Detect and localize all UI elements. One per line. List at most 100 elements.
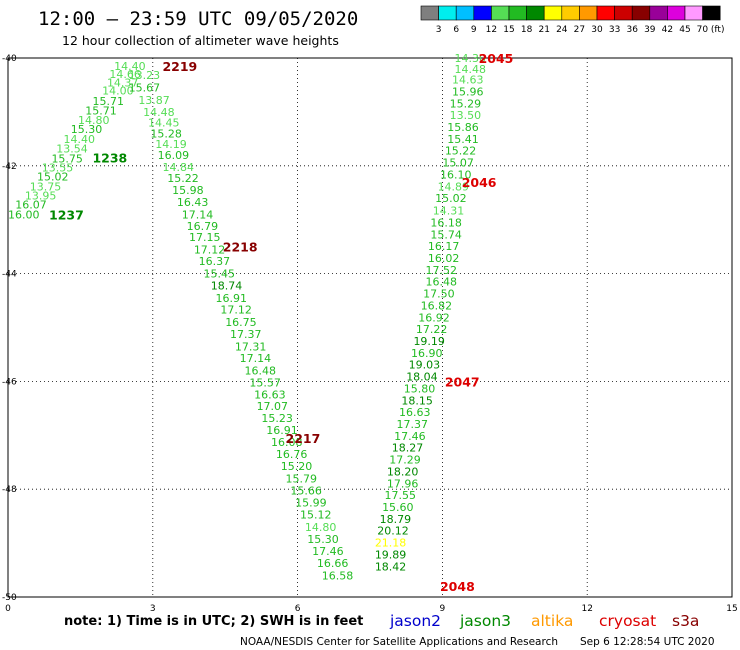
x-tick-label: 6 (295, 604, 301, 614)
colorbar-swatch (614, 5, 633, 21)
wave-height-label: 15.41 (447, 133, 479, 146)
colorbar-swatch (579, 5, 598, 21)
colorbar-swatch (455, 5, 475, 21)
track-time-label: 2217 (286, 431, 321, 446)
wave-height-label: 15.22 (167, 172, 199, 185)
colorbar-swatch (684, 5, 703, 21)
wave-height-label: 15.71 (85, 104, 117, 117)
colorbar-swatch (631, 5, 651, 21)
wave-height-label: 16.91 (216, 292, 248, 305)
x-tick-label: 0 (5, 604, 11, 614)
wave-height-label: 19.89 (375, 548, 407, 561)
wave-height-label: 17.37 (230, 328, 262, 341)
wave-height-label: 15.60 (382, 501, 414, 514)
colorbar-swatch (702, 5, 721, 21)
wave-height-label: 15.12 (300, 509, 332, 522)
chart-title: 12:00 – 23:59 UTC 09/05/2020 (38, 8, 358, 30)
x-tick-label: 12 (581, 604, 592, 614)
colorbar-label: 9 (471, 25, 477, 35)
wave-height-label: 15.20 (281, 460, 313, 473)
wave-height-label: 13.87 (138, 94, 170, 107)
wave-height-label: 15.79 (286, 472, 318, 485)
colorbar-label: 30 (591, 25, 603, 35)
wave-height-label: 20.12 (377, 525, 409, 538)
wave-height-label: 17.07 (257, 400, 289, 413)
x-tick-label: 9 (440, 604, 446, 614)
wave-height-label: 17.37 (397, 418, 429, 431)
colorbar-label: 18 (521, 25, 533, 35)
track-time-label: 2218 (223, 240, 258, 255)
colorbar-label: 15 (503, 25, 514, 35)
colorbar-swatch (596, 5, 615, 21)
colorbar-swatch (438, 5, 457, 21)
wave-height-label: 15.29 (450, 97, 482, 110)
wave-height-label: 15.30 (71, 123, 103, 136)
wave-height-label: 16.63 (254, 388, 286, 401)
wave-height-label: 17.31 (235, 340, 267, 353)
colorbar-label: 3 (436, 25, 442, 35)
wave-height-label: 15.66 (290, 484, 322, 497)
wave-height-label: 16.07 (15, 199, 46, 212)
wave-height-label: 15.23 (261, 412, 293, 425)
wave-height-label: 16.18 (430, 216, 462, 229)
satellite-name: cryosat (599, 612, 656, 630)
wave-height-label: 16.76 (276, 448, 308, 461)
wave-height-label: 19.03 (409, 359, 441, 372)
colorbar-label: 27 (574, 25, 585, 35)
colorbar-swatch (561, 5, 580, 21)
colorbar-label: 36 (626, 25, 638, 35)
wave-height-label: 14.80 (305, 521, 337, 534)
colorbar-label: 24 (556, 25, 568, 35)
colorbar-label: 70 (ft) (697, 25, 725, 35)
wave-height-label: 16.92 (418, 311, 450, 324)
colorbar-label: 21 (538, 25, 549, 35)
wave-height-label: 14.48 (454, 63, 486, 76)
wave-height-label: 13.55 (42, 161, 74, 174)
wave-height-label: 16.02 (428, 252, 460, 265)
wave-height-label: 14.63 (452, 74, 484, 87)
wave-height-label: 15.99 (295, 497, 327, 510)
wave-height-label: 16.58 (322, 569, 354, 582)
wave-height-label: 15.22 (445, 145, 477, 158)
wave-height-label: 15.86 (447, 121, 479, 134)
wave-height-label: 18.27 (392, 442, 424, 455)
wave-height-label: 18.79 (380, 513, 412, 526)
wave-height-label: 16.48 (426, 276, 458, 289)
y-tick-label: -40 (2, 54, 17, 64)
wave-height-label: 17.14 (182, 208, 214, 221)
wave-height-label: 17.96 (387, 477, 419, 490)
colorbar-swatch (508, 5, 527, 21)
plot-frame (7, 57, 733, 598)
track-time-label: 1237 (49, 207, 84, 222)
wave-height-label: 13.50 (450, 109, 482, 122)
wave-height-label: 17.52 (426, 264, 458, 277)
wave-height-label: 14.31 (433, 205, 465, 218)
wave-height-label: 17.14 (240, 352, 272, 365)
satellite-legend: jason2 jason3 altika cryosat s3a (389, 612, 699, 630)
wave-height-label: 18.20 (387, 465, 419, 478)
wave-height-label: 17.46 (312, 545, 344, 558)
chart-subtitle: 12 hour collection of altimeter wave hei… (62, 33, 339, 48)
wave-height-label: 18.15 (401, 394, 433, 407)
wave-height-label: 13.95 (25, 189, 57, 202)
wave-height-label: 16.63 (399, 406, 431, 419)
satellite-name: jason2 (389, 612, 441, 630)
track-time-label: 2045 (479, 51, 514, 66)
wave-height-label: 15.30 (307, 533, 339, 546)
wave-height-label: 15.98 (172, 184, 204, 197)
footer-note: note: 1) Time is in UTC; 2) SWH is in fe… (64, 614, 363, 629)
colorbar-swatch (543, 5, 563, 21)
wave-height-label: 18.04 (406, 371, 438, 384)
colorbar-label: 6 (453, 25, 459, 35)
wave-height-label: 17.29 (389, 454, 421, 467)
wave-height-label: 13.23 (129, 69, 161, 82)
wave-height-label: 14.00 (102, 84, 133, 97)
x-tick-label: 15 (726, 604, 737, 614)
wave-height-label: 16.48 (245, 365, 276, 378)
wave-height-label: 21.18 (375, 537, 407, 550)
track-time-labels: 2219 1238 1237 2218 2217 2045 2046 2047 2048 (49, 51, 513, 594)
colorbar-legend: 3 6 9 12 15 18 21 24 27 30 33 36 39 42 45 70 (ft) (420, 5, 725, 35)
y-tick-label: -48 (2, 485, 17, 495)
credit-line: NOAA/NESDIS Center for Satellite Applica… (240, 636, 558, 648)
wave-height-label: 15.75 (51, 152, 83, 165)
